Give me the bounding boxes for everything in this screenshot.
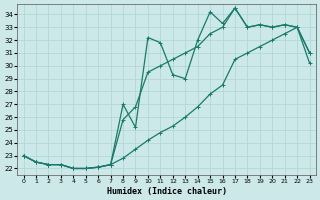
X-axis label: Humidex (Indice chaleur): Humidex (Indice chaleur)	[107, 187, 227, 196]
